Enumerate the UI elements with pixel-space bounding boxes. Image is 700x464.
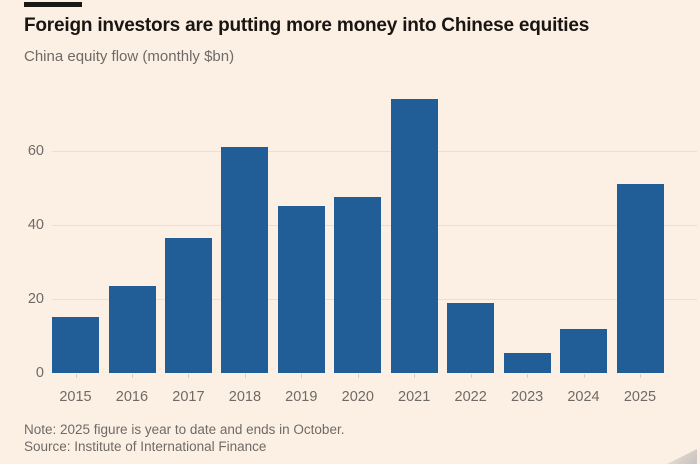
- x-axis-tick-2016: [131, 374, 133, 378]
- y-axis-label-60: 60: [27, 143, 44, 159]
- x-axis-tick-2019: [301, 374, 303, 378]
- x-axis-label-2022: 2022: [454, 389, 487, 405]
- x-axis-tick-2023: [527, 374, 529, 378]
- x-axis-tick-2022: [470, 374, 472, 378]
- brand-slug-bar: [24, 2, 82, 7]
- x-axis-label-2020: 2020: [341, 389, 374, 405]
- x-axis-label-2025: 2025: [623, 389, 657, 405]
- chart-source: Source: Institute of International Finan…: [24, 439, 267, 454]
- x-axis-tick-2015: [75, 374, 77, 378]
- bar-2017: [164, 238, 212, 373]
- y-axis-label-40: 40: [27, 217, 44, 233]
- bar-2021: [390, 99, 438, 373]
- bar-2019: [277, 206, 325, 373]
- x-axis-label-2018: 2018: [228, 389, 262, 405]
- bar-2024: [560, 329, 607, 373]
- bar-2025: [616, 184, 664, 373]
- x-axis-tick-2020: [357, 374, 359, 378]
- bar-2022: [447, 303, 495, 373]
- x-axis-label-2015: 2015: [59, 389, 92, 405]
- y-axis-label-20: 20: [27, 291, 44, 307]
- bar-2020: [334, 197, 382, 373]
- x-axis-label-2024: 2024: [567, 389, 600, 405]
- x-axis-label-2021: 2021: [398, 389, 431, 405]
- x-axis-label-2023: 2023: [510, 389, 544, 405]
- x-axis-label-2019: 2019: [285, 389, 318, 405]
- chart-title: Foreign investors are putting more money…: [24, 15, 590, 36]
- chart-subtitle: China equity flow (monthly $bn): [24, 48, 235, 65]
- x-axis-label-2017: 2017: [172, 389, 205, 405]
- x-axis-tick-2017: [188, 374, 190, 378]
- bar-2016: [108, 286, 156, 373]
- x-axis-tick-2018: [244, 374, 246, 378]
- x-axis-tick-2021: [414, 374, 416, 378]
- chart-note: Note: 2025 figure is year to date and en…: [24, 422, 345, 437]
- y-axis-label-0: 0: [35, 365, 44, 381]
- bar-2018: [221, 147, 269, 373]
- bar-2023: [503, 353, 551, 373]
- x-axis-label-2016: 2016: [115, 389, 149, 405]
- x-axis-tick-2025: [640, 374, 641, 378]
- bar-2015: [52, 317, 99, 373]
- x-axis-tick-2024: [583, 374, 585, 378]
- gridline-60: [52, 151, 697, 152]
